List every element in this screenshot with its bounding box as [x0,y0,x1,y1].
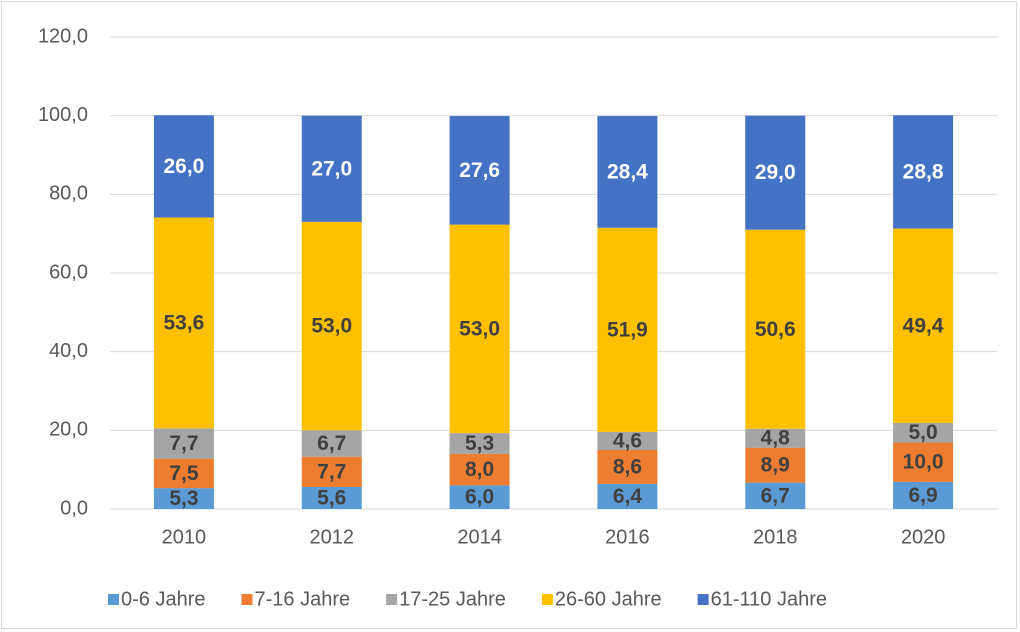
value-label: 6,7 [317,432,346,455]
legend-swatch [541,594,553,605]
value-label: 49,4 [903,314,944,337]
bar-segment [153,115,214,218]
bar-segment [449,485,510,509]
value-label: 6,4 [613,485,643,508]
x-tick-label: 2018 [753,526,798,548]
y-tick-label: 20,0 [49,419,88,441]
value-label: 7,7 [317,460,346,483]
bar-segment [301,221,362,431]
bar-segment [893,422,954,443]
bar-segment [597,431,658,450]
legend-swatch [241,594,253,605]
legend-label: 61-110 Jahre [711,588,827,610]
legend-swatch [697,594,709,605]
bar-segment [597,450,658,484]
x-tick-label: 2020 [901,526,946,548]
legend-label: 0-6 Jahre [121,588,206,610]
value-label: 5,3 [169,487,198,510]
bar-segment [301,430,362,457]
value-label: 29,0 [755,161,796,184]
bar-segment [745,482,806,509]
value-label: 26,0 [163,155,204,178]
value-label: 4,6 [613,430,642,453]
value-label: 50,6 [755,318,796,341]
bar-segment [153,458,214,489]
bar-segment [597,227,658,432]
value-label: 6,7 [761,484,790,507]
bar-segment [745,115,806,230]
bar-segment [153,488,214,509]
y-tick-label: 120,0 [38,25,88,47]
value-label: 6,9 [908,484,937,507]
legend-label: 17-25 Jahre [399,588,506,610]
y-tick-label: 0,0 [60,497,88,519]
bar-segment [449,453,510,486]
value-label: 8,6 [613,455,642,478]
x-tick-label: 2012 [310,526,355,548]
y-tick-label: 100,0 [38,104,88,126]
x-tick-label: 2010 [162,526,207,548]
value-label: 7,7 [169,432,198,455]
bar-segment [745,447,806,483]
value-label: 51,9 [607,318,648,341]
bar-segment [893,481,954,509]
value-label: 27,0 [311,157,352,180]
bar-segment [449,116,510,225]
bar-segment [153,217,214,429]
x-tick-label: 2014 [457,526,502,548]
legend-label: 7-16 Jahre [255,588,351,610]
legend-swatch [108,594,119,605]
bar-segment [301,456,362,487]
y-tick-label: 40,0 [49,340,88,362]
value-label: 53,6 [163,312,204,335]
value-label: 7,5 [169,462,199,485]
value-label: 10,0 [903,451,944,474]
value-label: 4,8 [761,427,791,450]
legend-label: 26-60 Jahre [555,588,662,610]
value-label: 53,0 [311,315,352,338]
bar-segment [449,433,510,454]
bar-segment [301,486,362,509]
y-tick-label: 80,0 [49,183,88,205]
value-label: 5,6 [317,487,346,510]
bar-segment [449,224,510,434]
bar-segment [153,428,214,459]
bar-segment [893,115,954,229]
value-label: 28,8 [903,160,944,183]
bar-segment [301,115,362,222]
bar-segment [893,228,954,423]
legend-swatch [386,594,398,605]
bar-segment [745,229,806,429]
bar-segment [893,442,954,482]
x-tick-label: 2016 [605,526,650,548]
value-label: 8,0 [465,458,494,481]
value-label: 27,6 [459,159,500,182]
bar-segment [597,483,658,509]
y-tick-label: 60,0 [49,261,88,283]
bar-segment [597,116,658,228]
value-label: 53,0 [459,317,500,340]
value-label: 6,0 [465,486,494,509]
bar-segment [745,428,806,448]
value-label: 5,3 [465,432,494,455]
value-label: 8,9 [761,454,790,477]
value-label: 5,0 [908,421,937,444]
value-label: 28,4 [607,160,648,183]
